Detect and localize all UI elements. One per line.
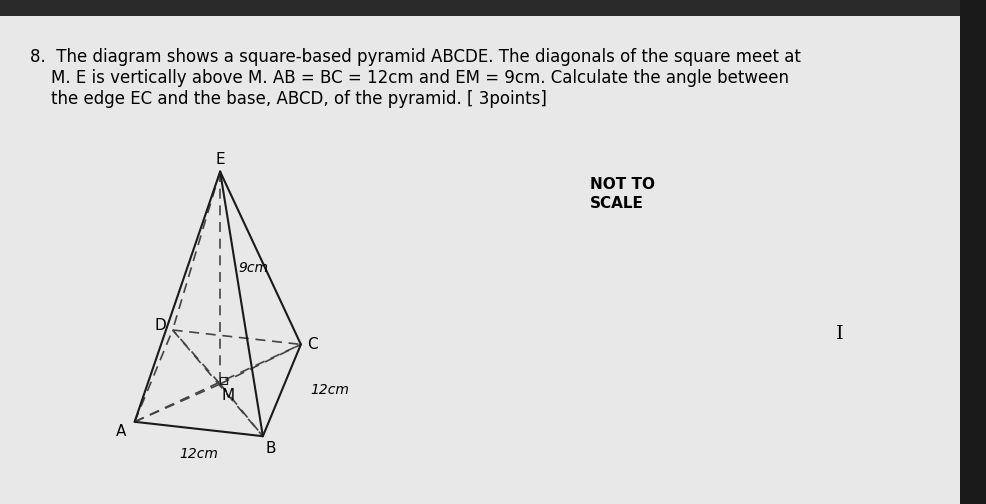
- Text: 12cm: 12cm: [179, 447, 218, 461]
- Text: the edge EC and the base, ABCD, of the pyramid. [ 3points]: the edge EC and the base, ABCD, of the p…: [30, 90, 547, 108]
- Text: B: B: [265, 440, 276, 456]
- Text: C: C: [308, 337, 318, 352]
- Text: I: I: [836, 325, 844, 343]
- Text: 8.  The diagram shows a square-based pyramid ABCDE. The diagonals of the square : 8. The diagram shows a square-based pyra…: [30, 48, 801, 66]
- Text: A: A: [115, 424, 126, 439]
- Text: M: M: [222, 389, 235, 404]
- Text: 12cm: 12cm: [310, 384, 349, 397]
- Text: M. E is vertically above M. AB = BC = 12cm and EM = 9cm. Calculate the angle bet: M. E is vertically above M. AB = BC = 12…: [30, 69, 789, 87]
- Text: 9cm: 9cm: [239, 261, 268, 275]
- FancyBboxPatch shape: [960, 0, 986, 504]
- Text: E: E: [215, 152, 225, 167]
- FancyBboxPatch shape: [0, 0, 986, 16]
- Text: NOT TO
SCALE: NOT TO SCALE: [590, 176, 655, 211]
- Text: D: D: [155, 319, 167, 334]
